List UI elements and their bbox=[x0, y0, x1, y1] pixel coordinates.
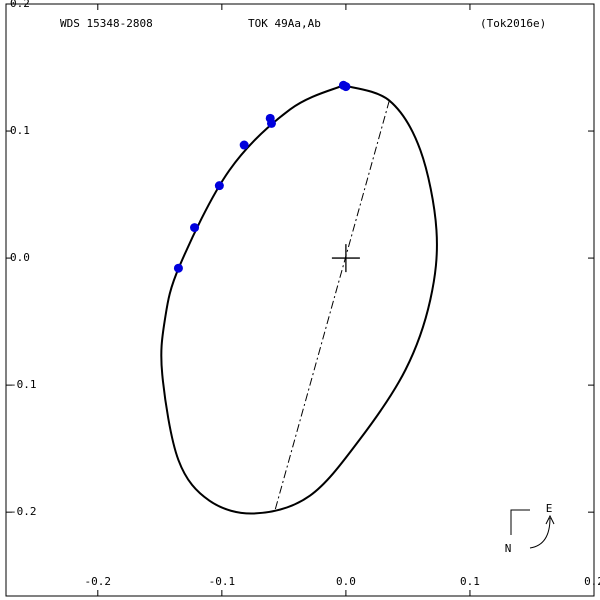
y-tick-label: 0.0 bbox=[10, 251, 30, 264]
reference: (Tok2016e) bbox=[480, 17, 546, 30]
compass: E N bbox=[505, 502, 555, 555]
observation bbox=[266, 118, 276, 128]
plot-frame bbox=[5, 3, 595, 597]
line-of-nodes bbox=[274, 100, 390, 510]
x-tick-label: 0.2 bbox=[584, 575, 600, 588]
chart-subtitle: TOK 49Aa,Ab bbox=[248, 17, 321, 30]
compass-arrowhead bbox=[545, 514, 555, 525]
observation bbox=[190, 223, 200, 233]
y-tick-label: -0.1 bbox=[10, 378, 37, 391]
compass-east: E bbox=[546, 502, 553, 515]
y-tick-label: 0.2 bbox=[10, 0, 30, 10]
compass-axes bbox=[510, 509, 530, 535]
x-tick-label: 0.0 bbox=[336, 575, 356, 588]
observation bbox=[341, 82, 351, 92]
observation bbox=[239, 140, 249, 150]
y-tick-label: 0.1 bbox=[10, 124, 30, 137]
observation bbox=[173, 263, 183, 273]
y-tick-label: -0.2 bbox=[10, 505, 37, 518]
observation bbox=[214, 181, 224, 191]
x-tick-label: -0.1 bbox=[209, 575, 236, 588]
chart-title: WDS 15348-2808 bbox=[60, 17, 153, 30]
x-tick-label: -0.2 bbox=[85, 575, 112, 588]
compass-north: N bbox=[505, 542, 512, 555]
orbit bbox=[160, 84, 438, 515]
primary-marker bbox=[331, 244, 360, 273]
compass-arrow bbox=[529, 517, 551, 549]
x-tick-label: 0.1 bbox=[460, 575, 480, 588]
